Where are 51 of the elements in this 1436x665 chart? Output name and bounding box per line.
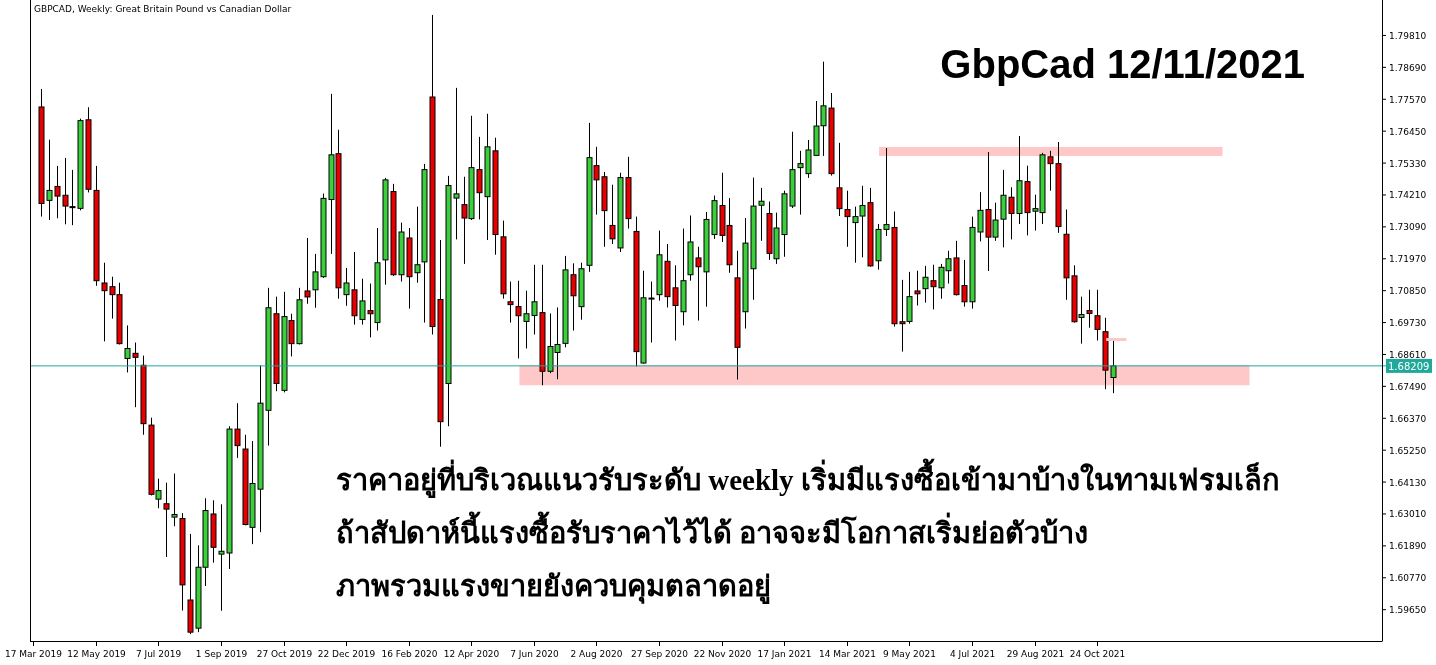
candlestick (304, 237, 311, 305)
annotation: ราคาอยู่ที่บริเวณแนวรับระดับ weekly เริ่มมีแรงซื้อเข้ามาบ้างในทามเฟรมเล็ก (336, 458, 1280, 498)
x-tick-label: 1 Sep 2019 (195, 649, 248, 659)
x-tick-label: 22 Nov 2020 (693, 649, 752, 659)
text: GbpCad 12/11/2021 (940, 42, 1305, 86)
candlestick (1094, 289, 1101, 342)
x-tick-label: 22 Dec 2019 (317, 649, 376, 659)
y-tick-label: 1.63010 (1389, 509, 1427, 520)
y-tick-label: 1.71970 (1389, 254, 1427, 265)
x-tick-label: 17 Jan 2021 (757, 649, 812, 659)
candlestick (507, 281, 514, 324)
y-tick-label: 1.65250 (1389, 445, 1427, 456)
x-tick-label: 4 Jul 2021 (949, 649, 996, 659)
x-tick-label: 2 Aug 2020 (570, 649, 623, 659)
x-tick-label: 27 Sep 2020 (630, 649, 689, 659)
x-tick-label: 29 Aug 2021 (1006, 649, 1065, 659)
chart-subtitle: GBPCAD, Weekly: Great Britain Pound vs Canadian Dollar (34, 4, 292, 14)
x-tick-label: 12 Apr 2020 (443, 649, 500, 659)
y-tick-label: 1.73090 (1389, 222, 1427, 233)
x-tick-label: 17 Mar 2019 (4, 649, 63, 659)
y-tick-label: 1.76450 (1389, 126, 1427, 137)
y-tick-label: 1.74210 (1389, 190, 1427, 201)
x-tick-label: 27 Oct 2019 (256, 649, 313, 659)
x-tick-label: 14 Mar 2021 (818, 649, 877, 659)
y-tick-label: 1.66370 (1389, 413, 1427, 424)
candlestick (171, 473, 178, 527)
x-tick-label: 7 Jul 2019 (135, 649, 182, 659)
y-tick-label: 1.70850 (1389, 286, 1427, 297)
ref-line-label: 1.68209 (1388, 360, 1430, 372)
y-tick-label: 1.78690 (1389, 62, 1427, 73)
y-tick-label: 1.68610 (1389, 349, 1427, 360)
x-tick-label: 24 Oct 2021 (1069, 649, 1126, 659)
y-tick-label: 1.60770 (1389, 573, 1427, 584)
y-tick-label: 1.59650 (1389, 605, 1427, 616)
annotation: ภาพรวมแรงขายยังควบคุมตลาดอยู่ (336, 570, 771, 604)
y-tick-label: 1.69730 (1389, 318, 1427, 329)
y-tick-label: 1.67490 (1389, 381, 1427, 392)
x-tick-label: 12 May 2019 (67, 649, 127, 659)
x-tick-label: 16 Feb 2020 (381, 649, 438, 659)
annotation: ถ้าสัปดาห์นี้แรงซื้อรับราคาไว้ได้ อาจจะมีโอกาสเริ่มย่อตัวบ้าง (336, 511, 1089, 549)
y-tick-label: 1.79810 (1389, 30, 1427, 41)
y-tick-label: 1.64130 (1389, 477, 1427, 488)
candlestick (163, 482, 170, 558)
y-tick-label: 1.61890 (1389, 541, 1427, 552)
candlestick (1086, 289, 1093, 329)
x-tick-label: 7 Jun 2020 (510, 649, 559, 659)
candlestick (836, 142, 843, 217)
y-tick-label: 1.75330 (1389, 158, 1427, 169)
x-tick-label: 9 May 2021 (883, 649, 936, 659)
y-tick-label: 1.77570 (1389, 94, 1427, 105)
candlestick (914, 270, 921, 306)
